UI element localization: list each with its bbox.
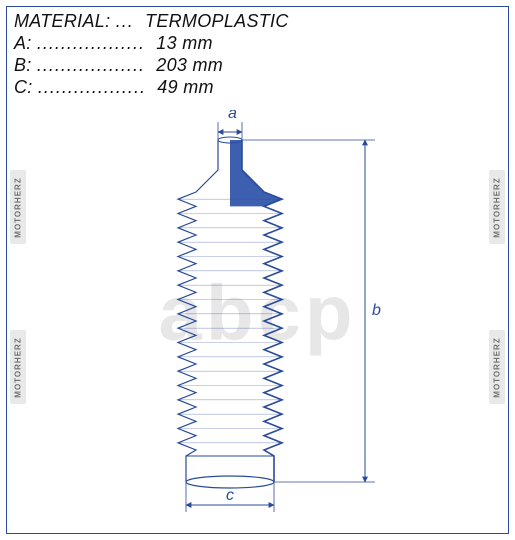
- spec-row-b: B: .................. 203 mm: [14, 54, 289, 76]
- spec-value: TERMOPLASTIC: [145, 10, 289, 32]
- spec-value: 49 mm: [157, 76, 214, 98]
- boot-diagram: a b c: [120, 110, 420, 525]
- dim-b-label: b: [372, 302, 381, 319]
- spec-key: A:: [14, 32, 32, 54]
- spec-dots: ..................: [37, 54, 145, 76]
- outline-left: [178, 140, 218, 482]
- spec-value: 13 mm: [156, 32, 213, 54]
- dim-c-label: c: [226, 487, 234, 504]
- spec-dots: ..................: [37, 32, 145, 54]
- spec-dots: ..................: [38, 76, 146, 98]
- brand-badge: MOTORHERZ: [10, 330, 26, 404]
- spec-key: C:: [14, 76, 33, 98]
- spec-row-c: C: .................. 49 mm: [14, 76, 289, 98]
- spec-key: MATERIAL:: [14, 10, 110, 32]
- spec-key: B:: [14, 54, 32, 76]
- brand-badge-text: MOTORHERZ: [493, 337, 502, 397]
- brand-badge-text: MOTORHERZ: [14, 177, 23, 237]
- brand-badge-text: MOTORHERZ: [14, 337, 23, 397]
- spec-dots: ...: [116, 10, 134, 32]
- brand-badge: MOTORHERZ: [489, 330, 505, 404]
- dim-a-label: a: [228, 110, 237, 122]
- spec-value: 203 mm: [156, 54, 223, 76]
- spec-table: MATERIAL: ... TERMOPLASTIC A: ..........…: [14, 10, 289, 98]
- spec-row-a: A: .................. 13 mm: [14, 32, 289, 54]
- spec-row-material: MATERIAL: ... TERMOPLASTIC: [14, 10, 289, 32]
- brand-badge-text: MOTORHERZ: [493, 177, 502, 237]
- brand-badge: MOTORHERZ: [10, 170, 26, 244]
- brand-badge: MOTORHERZ: [489, 170, 505, 244]
